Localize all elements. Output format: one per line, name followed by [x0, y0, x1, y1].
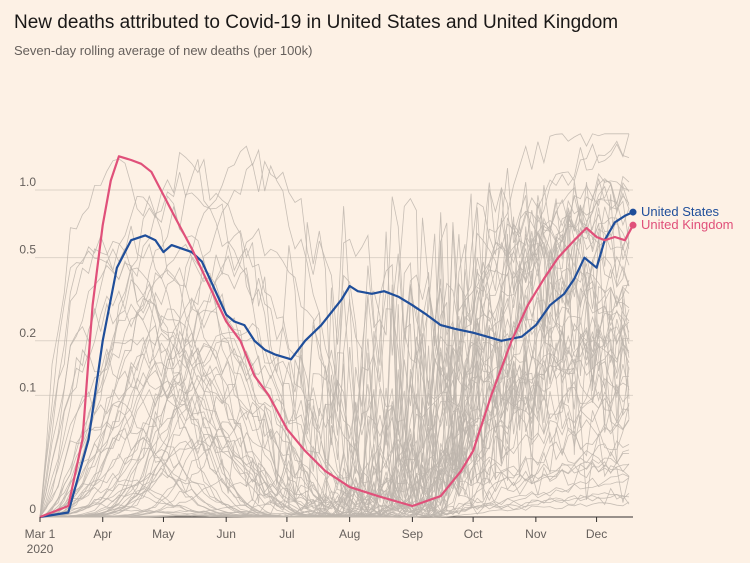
series-line-united-states	[39, 211, 634, 519]
background-line	[39, 322, 630, 518]
x-tick-label: May	[152, 527, 175, 541]
series-endpoint-united-kingdom	[629, 221, 637, 229]
background-line	[39, 180, 630, 518]
background-line	[40, 300, 630, 518]
background-line	[39, 192, 630, 518]
x-tick-label: Apr	[93, 527, 112, 541]
background-line	[39, 247, 630, 518]
y-tick-label: 1.0	[19, 175, 36, 189]
x-tick-label: Jun	[217, 527, 236, 541]
x-tick-label: Mar 1	[25, 527, 56, 541]
background-lines	[39, 133, 630, 518]
series-label-united-kingdom: United Kingdom	[641, 217, 734, 232]
series-label-united-states: United States	[641, 204, 720, 219]
background-line	[40, 145, 630, 518]
background-line	[40, 262, 630, 518]
x-tick-label: Oct	[464, 527, 483, 541]
series-line-united-kingdom	[39, 155, 634, 519]
background-line	[39, 140, 630, 518]
x-tick-label: Dec	[586, 527, 607, 541]
background-line	[39, 232, 630, 518]
background-line	[40, 492, 630, 518]
x-tick-label: Sep	[402, 527, 424, 541]
background-line	[40, 269, 630, 518]
background-line	[39, 278, 630, 518]
y-axis: 0 0.1 0.2 0.5 1.0	[19, 175, 36, 516]
background-line	[39, 151, 630, 518]
chart-title: New deaths attributed to Covid-19 in Uni…	[14, 12, 619, 33]
series-lines	[39, 155, 637, 519]
series-endpoint-united-states	[629, 208, 637, 216]
x-tick-label: Aug	[339, 527, 360, 541]
background-line	[39, 388, 630, 518]
chart-subtitle: Seven-day rolling average of new deaths …	[14, 43, 313, 58]
y-tick-label: 0.2	[19, 326, 36, 340]
y-tick-label: 0	[29, 502, 36, 516]
background-line	[39, 311, 630, 518]
background-line	[40, 460, 630, 518]
y-tick-label: 0.5	[19, 243, 36, 257]
x-tick-label: Nov	[525, 527, 546, 541]
background-line	[39, 182, 630, 518]
x-tick-label: Jul	[279, 527, 294, 541]
x-tick-label-year: 2020	[27, 542, 54, 556]
y-tick-label: 0.1	[19, 380, 36, 394]
background-line	[39, 349, 630, 518]
background-line	[39, 167, 630, 518]
